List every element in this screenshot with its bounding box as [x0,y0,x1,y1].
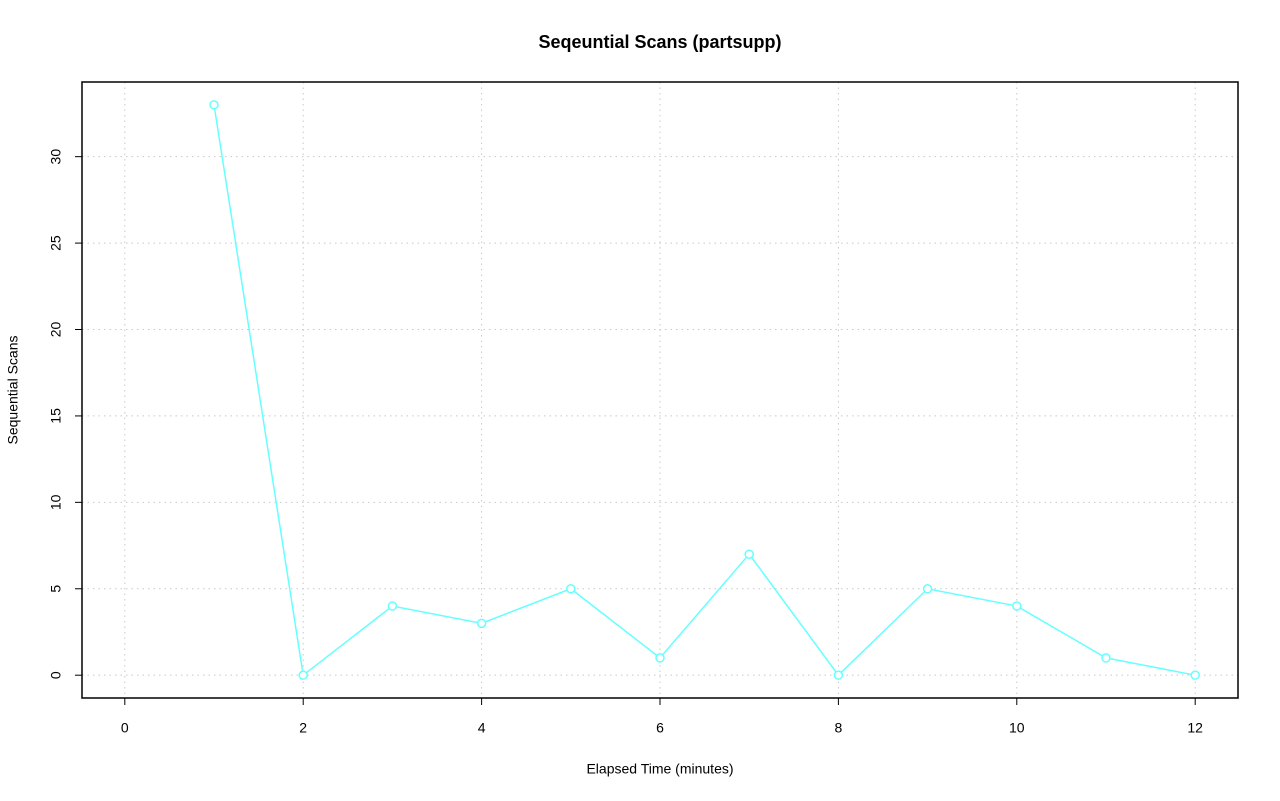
y-tick-label: 25 [48,235,64,251]
data-point [922,584,933,594]
x-tick-label: 0 [121,720,129,736]
data-point [1190,670,1200,680]
data-point [744,549,754,559]
data-point [566,584,576,594]
y-tick-label: 10 [48,494,64,510]
data-line [213,104,1196,677]
data-point [833,670,844,680]
x-tick-label: 2 [299,720,307,736]
chart-title: Seqeuntial Scans (partsupp) [538,32,781,52]
x-tick-label: 4 [478,720,486,736]
data-point [387,601,398,611]
data-point [298,670,308,680]
data-point [209,100,219,110]
y-tick-label: 30 [48,149,64,165]
y-tick-label: 20 [48,322,64,338]
x-tick-label: 10 [1009,720,1025,736]
y-tick-label: 15 [48,408,64,424]
data-point [476,618,487,629]
data-point [1101,653,1111,663]
data-point [655,653,665,663]
x-tick-label: 6 [656,720,664,736]
y-tick-label: 5 [48,585,64,593]
x-tick-label: 12 [1187,720,1203,736]
x-tick-label: 8 [834,720,842,736]
data-point [1012,601,1022,611]
x-axis-label: Elapsed Time (minutes) [586,761,733,777]
y-tick-label: 0 [48,671,64,679]
y-axis-label: Sequential Scans [5,336,21,445]
plot-frame [81,81,1239,699]
